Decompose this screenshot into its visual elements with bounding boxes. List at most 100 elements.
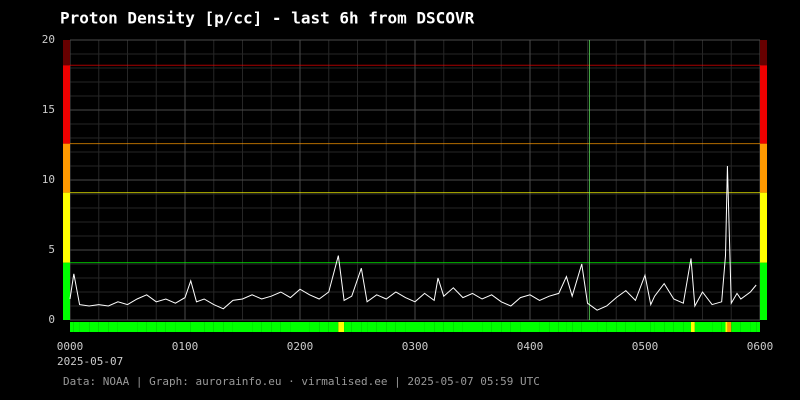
status-segment	[252, 322, 262, 332]
status-segment	[156, 322, 166, 332]
status-segment	[597, 322, 607, 332]
status-segment	[581, 322, 588, 332]
status-segment	[204, 322, 214, 332]
status-segment	[683, 322, 691, 332]
status-segment	[566, 322, 573, 332]
x-tick-label: 0500	[632, 340, 659, 353]
x-tick-label: 0200	[287, 340, 314, 353]
status-segment	[635, 322, 645, 332]
chart-title: Proton Density [p/cc] - last 6h from DSC…	[60, 9, 475, 28]
status-segment	[165, 322, 176, 332]
status-segment	[261, 322, 272, 332]
x-date-label: 2025-05-07	[57, 355, 123, 368]
status-segment	[117, 322, 128, 332]
status-segment	[645, 322, 651, 332]
status-segment	[491, 322, 502, 332]
status-segment	[549, 322, 559, 332]
level-band	[760, 192, 767, 263]
status-segment	[424, 322, 435, 332]
status-segment	[386, 322, 396, 332]
status-segment	[70, 322, 74, 332]
x-tick-label: 0300	[402, 340, 429, 353]
status-segment	[196, 322, 205, 332]
status-segment	[737, 322, 741, 332]
status-segment	[482, 322, 492, 332]
x-tick-label: 0000	[57, 340, 84, 353]
status-segment	[271, 322, 281, 332]
status-segment	[616, 322, 626, 332]
status-segment	[190, 322, 197, 332]
level-band	[63, 143, 70, 193]
status-segment	[438, 322, 444, 332]
status-segment	[415, 322, 425, 332]
status-segment	[344, 322, 352, 332]
y-tick-label: 10	[42, 173, 55, 186]
status-segment	[650, 322, 655, 332]
status-segment	[434, 322, 438, 332]
x-tick-label: 0400	[517, 340, 544, 353]
status-segment	[280, 322, 291, 332]
status-segment	[309, 322, 320, 332]
status-segment	[462, 322, 473, 332]
status-segment	[510, 322, 521, 332]
level-band	[63, 40, 70, 66]
status-segment	[376, 322, 387, 332]
status-segment	[756, 322, 760, 332]
status-segment	[740, 322, 751, 332]
status-segment	[367, 322, 377, 332]
status-segment	[587, 322, 598, 332]
status-segment	[702, 322, 713, 332]
status-segment	[691, 322, 695, 332]
status-segment	[520, 322, 530, 332]
status-segment	[319, 322, 329, 332]
status-segment	[664, 322, 674, 332]
status-segment	[290, 322, 300, 332]
status-segment	[572, 322, 582, 332]
status-segment	[453, 322, 463, 332]
status-segment	[395, 322, 406, 332]
status-segment	[725, 322, 728, 332]
status-segment	[175, 322, 185, 332]
status-segment	[232, 322, 243, 332]
level-band	[63, 262, 70, 320]
status-segment	[712, 322, 722, 332]
status-segment	[654, 322, 665, 332]
status-segment	[328, 322, 339, 332]
status-segment	[530, 322, 540, 332]
status-segment	[146, 322, 157, 332]
status-segment	[727, 322, 732, 332]
status-segment	[127, 322, 138, 332]
level-band	[760, 143, 767, 193]
status-segment	[89, 322, 99, 332]
x-tick-label: 0600	[747, 340, 774, 353]
status-segment	[625, 322, 636, 332]
level-band	[760, 65, 767, 144]
status-segment	[558, 322, 567, 332]
status-segment	[185, 322, 191, 332]
status-segment	[108, 322, 118, 332]
status-segment	[443, 322, 454, 332]
status-segment	[731, 322, 737, 332]
status-segment	[338, 322, 345, 332]
level-band	[760, 40, 767, 66]
y-tick-label: 15	[42, 103, 55, 116]
x-tick-label: 0100	[172, 340, 199, 353]
status-segment	[606, 322, 617, 332]
status-segment	[73, 322, 80, 332]
status-segment	[721, 322, 726, 332]
data-line	[69, 165, 757, 311]
status-segment	[300, 322, 310, 332]
status-segment	[213, 322, 224, 332]
status-segment	[351, 322, 362, 332]
y-tick-label: 20	[42, 33, 55, 46]
status-segment	[405, 322, 415, 332]
status-segment	[694, 322, 703, 332]
level-band	[760, 262, 767, 320]
status-segment	[361, 322, 368, 332]
status-segment	[501, 322, 511, 332]
footer: Data: NOAA | Graph: aurorainfo.eu · virm…	[63, 375, 540, 388]
level-band	[63, 192, 70, 263]
status-segment	[539, 322, 550, 332]
